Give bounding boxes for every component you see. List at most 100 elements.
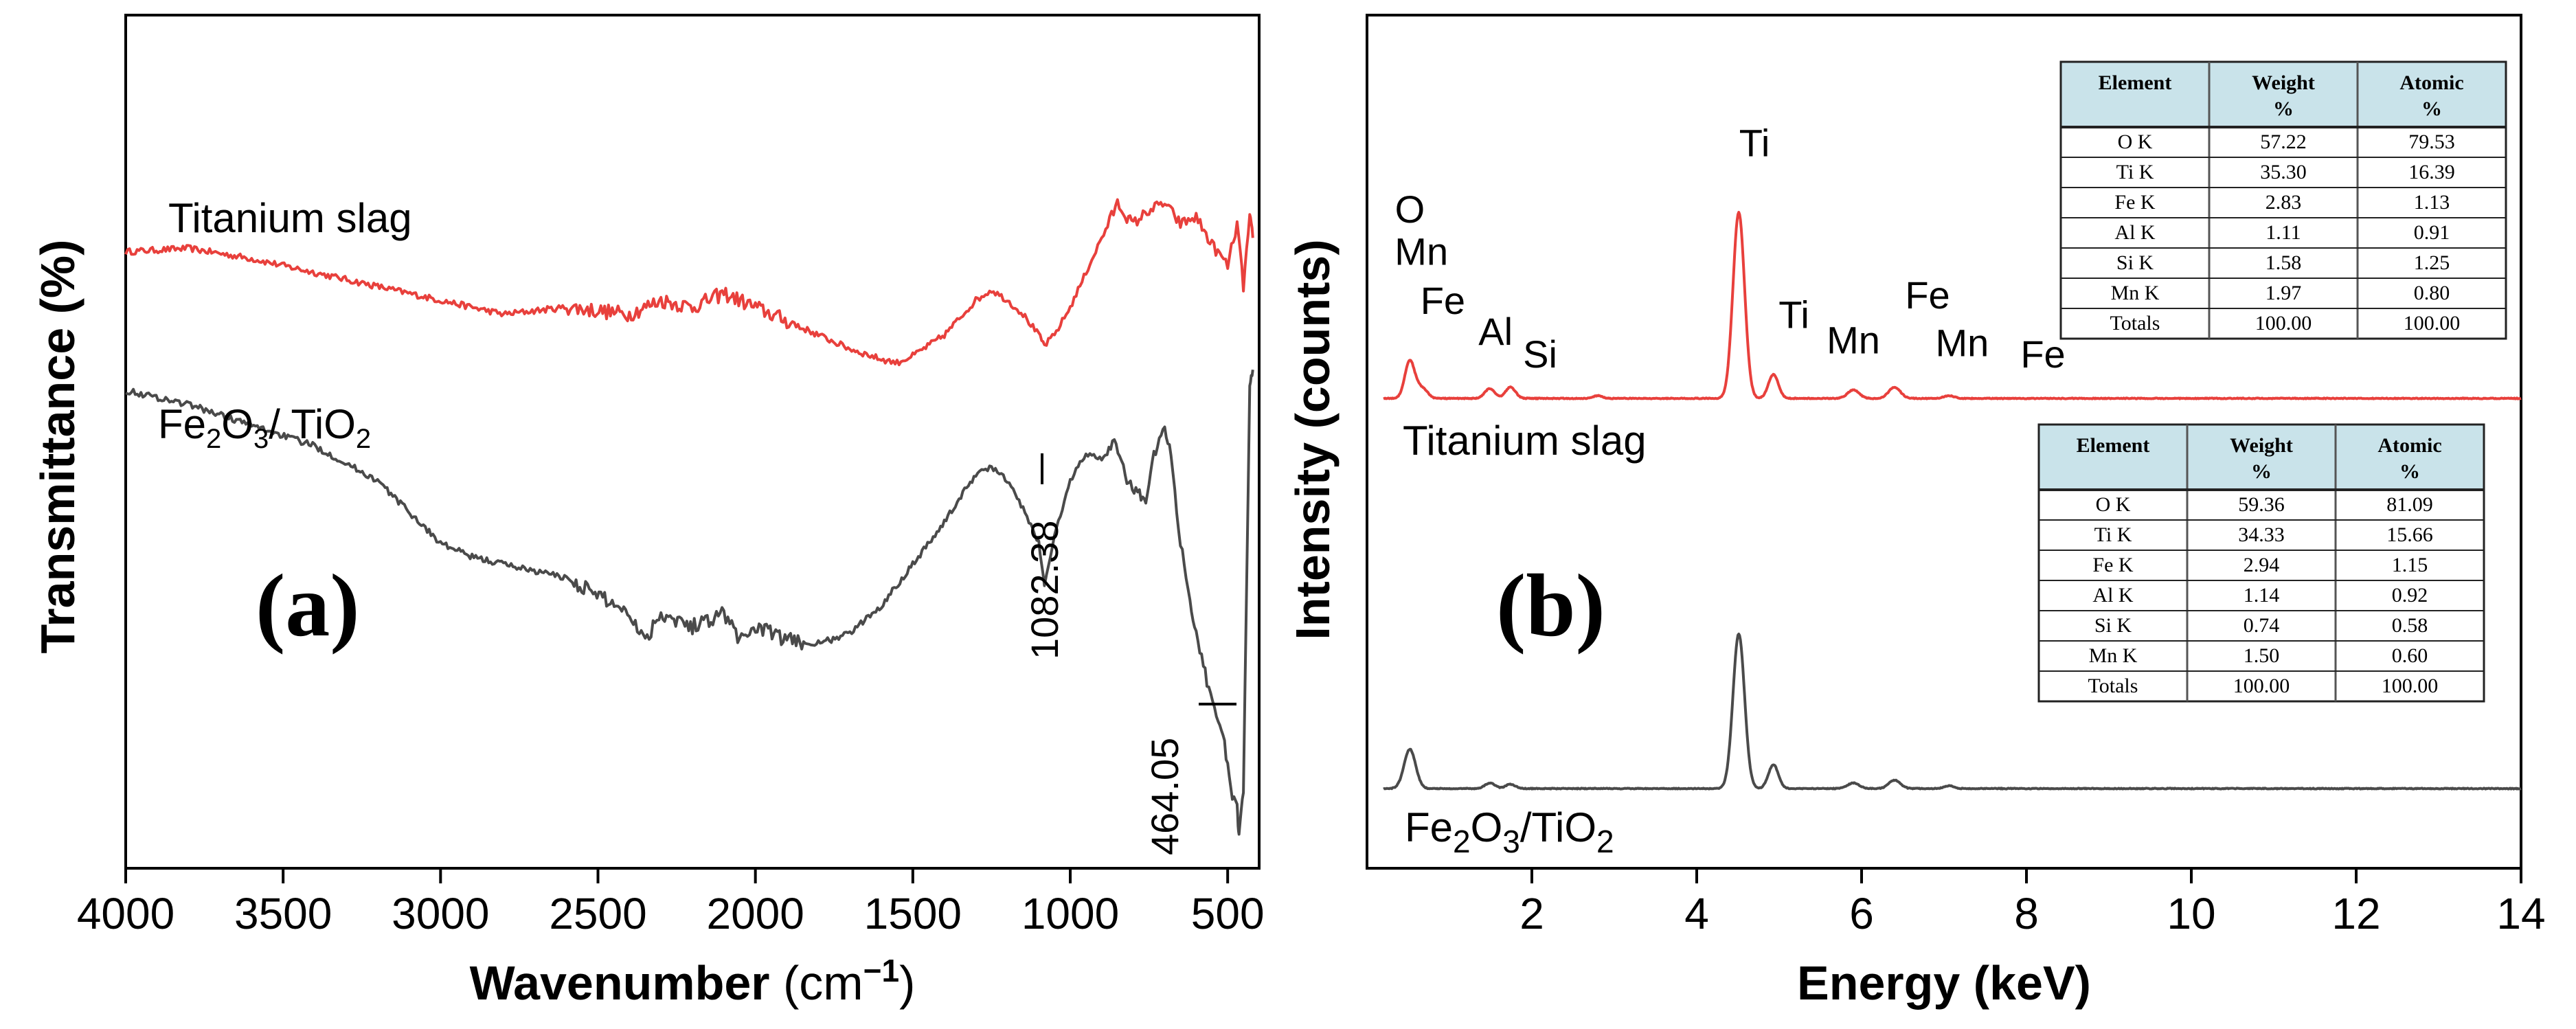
table-cell: 81.09 <box>2386 493 2433 516</box>
ftir-plot-frame <box>124 14 1261 870</box>
table-header-cell: % <box>2273 98 2294 120</box>
table-cell: 79.53 <box>2408 131 2455 153</box>
eds-peak-label: Mn <box>1394 229 1448 273</box>
eds-table-fe2o3-tio2: Element Weight% Atomic% O K 59.36 81.09 Ti K 34… <box>2037 423 2485 703</box>
eds-plot-frame <box>1366 14 2522 870</box>
ftir-x-tick-label: 2500 <box>549 889 646 938</box>
ftir-series-line <box>124 198 1254 367</box>
ftir-x-tick-label: 4000 <box>77 889 174 938</box>
eds-x-tick-label: 12 <box>2331 889 2380 938</box>
eds-peak-label: Fe <box>1905 273 1950 317</box>
ftir-x-tick-label: 1500 <box>864 889 962 938</box>
eds-label-fe2o3-tio2: Fe2O3/TiO2 <box>1405 804 1614 859</box>
table-cell: Al K <box>2092 584 2134 607</box>
table-cell: Al K <box>2114 221 2156 244</box>
table-cell: 57.22 <box>2260 131 2307 153</box>
panel-label-a: (a) <box>256 556 360 655</box>
table-cell: 0.92 <box>2392 584 2428 607</box>
ftir-label-fe2o3-tio2: Fe2O3/ TiO2 <box>158 401 371 454</box>
table-cell: 1.14 <box>2244 584 2280 607</box>
table-cell: 16.39 <box>2408 161 2455 183</box>
table-cell: Si K <box>2116 251 2154 274</box>
table-cell: Fe K <box>2114 191 2156 214</box>
table-cell: Fe K <box>2092 554 2134 576</box>
eds-peak-label: Mn <box>1936 321 1989 365</box>
ftir-x-tick-label: 500 <box>1191 889 1265 938</box>
eds-x-tick-label: 10 <box>2167 889 2215 938</box>
table-cell: 35.30 <box>2260 161 2307 183</box>
table-cell: Ti K <box>2094 523 2132 546</box>
annotation-464-05: 464.05 <box>1143 738 1186 855</box>
table-cell: 59.36 <box>2238 493 2285 516</box>
table-cell: Mn K <box>2111 282 2160 304</box>
eds-peak-label: Fe <box>2020 332 2065 376</box>
table-header-cell: Weight <box>2230 434 2293 457</box>
ftir-x-tick-label: 1000 <box>1021 889 1119 938</box>
table-cell: Ti K <box>2116 161 2154 183</box>
eds-peak-label: Fe <box>1421 279 1465 322</box>
table-cell: 34.33 <box>2238 523 2285 546</box>
table-header-cell: Element <box>2099 71 2172 94</box>
eds-x-ticks: 2 4 6 8 10 12 14 <box>1519 868 2546 938</box>
eds-label-titanium-slag: Titanium slag <box>1403 418 1647 464</box>
table-cell: 1.15 <box>2392 554 2428 576</box>
ftir-x-tick-label: 3500 <box>234 889 332 938</box>
table-cell: 2.83 <box>2266 191 2302 214</box>
eds-x-tick-label: 6 <box>1849 889 1874 938</box>
table-cell: 100.00 <box>2382 675 2439 697</box>
table-cell: 2.94 <box>2244 554 2280 576</box>
table-cell: 0.80 <box>2414 282 2450 304</box>
table-cell: O K <box>2096 493 2131 516</box>
table-header-cell: Element <box>2077 434 2150 457</box>
table-header-cell: Weight <box>2252 71 2315 94</box>
table-cell: 0.58 <box>2392 614 2428 637</box>
table-header-cell: Atomic <box>2377 434 2441 457</box>
table-cell: 1.50 <box>2244 644 2280 667</box>
table-cell: Si K <box>2094 614 2132 637</box>
table-header-cell: % <box>2399 460 2420 483</box>
table-cell: 1.11 <box>2266 221 2301 244</box>
panel-label-b: (b) <box>1496 556 1605 655</box>
eds-peak-label: Ti <box>1739 121 1770 164</box>
eds-peak-label: Ti <box>1778 293 1809 337</box>
table-frame <box>2059 60 2507 340</box>
eds-x-tick-label: 14 <box>2496 889 2545 938</box>
table-cell: 1.13 <box>2414 191 2450 214</box>
table-cell: Mn K <box>2089 644 2138 667</box>
table-cell: 100.00 <box>2404 312 2461 335</box>
ftir-panel: 4000 3500 3000 2500 2000 1500 1000 500 Titanium… <box>31 14 1265 1010</box>
ftir-x-ticks: 4000 3500 3000 2500 2000 1500 1000 500 <box>77 868 1265 938</box>
eds-y-axis-label: Intensity (counts) <box>1286 239 1340 640</box>
eds-curves <box>1383 211 2522 791</box>
ftir-y-axis-label: Transmittance (%) <box>31 240 84 654</box>
table-cell: 15.66 <box>2386 523 2433 546</box>
table-cell: Totals <box>2088 675 2138 697</box>
table-frame <box>2037 423 2485 703</box>
ftir-label-titanium-slag: Titanium slag <box>168 195 412 241</box>
eds-series-line <box>1383 211 2522 400</box>
ftir-curves <box>124 198 1254 836</box>
table-cell: 1.97 <box>2266 282 2302 304</box>
eds-peak-label: Mn <box>1827 318 1880 361</box>
annotation-1082-38: 1082.38 <box>1023 521 1066 659</box>
ftir-series-line <box>125 369 1254 836</box>
table-header-cell: % <box>2251 460 2272 483</box>
table-header-cell: Atomic <box>2399 71 2463 94</box>
table-cell: 100.00 <box>2233 675 2290 697</box>
ftir-x-tick-label: 2000 <box>706 889 804 938</box>
table-cell: Totals <box>2110 312 2160 335</box>
eds-series-line <box>1383 633 2522 791</box>
table-cell: O K <box>2118 131 2153 153</box>
table-header-bg <box>2039 425 2484 490</box>
table-cell: 0.74 <box>2244 614 2280 637</box>
eds-peak-label: Si <box>1523 332 1557 376</box>
eds-peak-label: Al <box>1478 310 1513 353</box>
eds-x-tick-label: 8 <box>2014 889 2039 938</box>
table-cell: 1.58 <box>2266 251 2302 274</box>
eds-x-tick-label: 4 <box>1684 889 1709 938</box>
table-header-cell: % <box>2421 98 2442 120</box>
table-cell: 1.25 <box>2414 251 2450 274</box>
table-cell: 0.60 <box>2392 644 2428 667</box>
ftir-x-tick-label: 3000 <box>392 889 489 938</box>
